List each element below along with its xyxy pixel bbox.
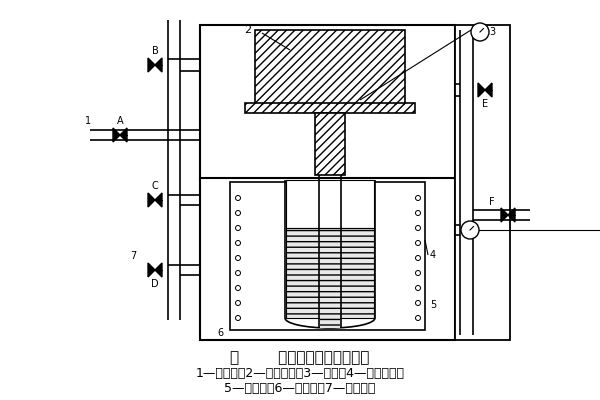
Bar bbox=[200, 178, 455, 340]
Text: 图        真空压差铸造工艺原理: 图 真空压差铸造工艺原理 bbox=[230, 350, 370, 365]
Circle shape bbox=[461, 221, 479, 239]
Bar bbox=[455, 25, 510, 340]
Bar bbox=[315, 113, 345, 175]
Text: 5—电阻炉；6—升液管；7—氮气入口: 5—电阻炉；6—升液管；7—氮气入口 bbox=[224, 382, 376, 395]
Bar bbox=[286, 228, 374, 318]
Text: 2: 2 bbox=[244, 25, 251, 35]
Text: E: E bbox=[482, 99, 488, 109]
Text: A: A bbox=[116, 116, 124, 126]
Bar bbox=[255, 30, 405, 105]
Polygon shape bbox=[155, 263, 162, 277]
Circle shape bbox=[471, 23, 489, 41]
Polygon shape bbox=[501, 208, 508, 222]
Text: D: D bbox=[151, 279, 159, 289]
Bar bbox=[245, 103, 415, 113]
Bar bbox=[255, 30, 405, 105]
Text: 1: 1 bbox=[85, 116, 91, 126]
Polygon shape bbox=[120, 128, 127, 142]
Text: 7: 7 bbox=[130, 251, 136, 261]
Text: C: C bbox=[152, 181, 158, 191]
Polygon shape bbox=[478, 83, 485, 97]
Text: 6: 6 bbox=[217, 328, 223, 338]
Bar bbox=[230, 182, 425, 330]
Text: 5: 5 bbox=[430, 300, 436, 310]
Bar bbox=[320, 238, 340, 328]
Polygon shape bbox=[148, 263, 155, 277]
Polygon shape bbox=[155, 193, 162, 207]
Text: F: F bbox=[489, 197, 495, 207]
Bar bbox=[320, 238, 340, 328]
Text: 4: 4 bbox=[430, 250, 436, 260]
Bar bbox=[286, 180, 374, 228]
Bar bbox=[245, 103, 415, 113]
Bar bbox=[286, 228, 374, 318]
Polygon shape bbox=[148, 58, 155, 72]
Polygon shape bbox=[508, 208, 515, 222]
Polygon shape bbox=[113, 128, 120, 142]
Polygon shape bbox=[148, 193, 155, 207]
Bar bbox=[200, 25, 455, 180]
Bar bbox=[315, 113, 345, 175]
Text: B: B bbox=[152, 46, 158, 56]
Text: 3: 3 bbox=[489, 27, 495, 37]
Bar bbox=[286, 228, 374, 318]
Polygon shape bbox=[485, 83, 492, 97]
Polygon shape bbox=[155, 58, 162, 72]
Text: 1—抽真空；2—上真空室；3—铸型；4—下真空室；: 1—抽真空；2—上真空室；3—铸型；4—下真空室； bbox=[196, 367, 404, 380]
